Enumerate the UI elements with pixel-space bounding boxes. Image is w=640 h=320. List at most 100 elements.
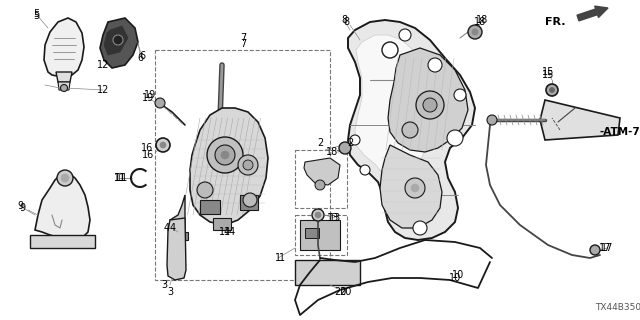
Text: FR.: FR. (545, 17, 565, 27)
Circle shape (399, 29, 411, 41)
Polygon shape (170, 195, 185, 250)
Circle shape (447, 130, 463, 146)
Circle shape (312, 209, 324, 221)
Polygon shape (380, 145, 442, 228)
Circle shape (423, 98, 437, 112)
Circle shape (155, 98, 165, 108)
Polygon shape (100, 18, 138, 68)
Text: 18: 18 (326, 147, 338, 157)
Polygon shape (56, 72, 72, 82)
Bar (200, 200, 220, 214)
Text: 12: 12 (97, 60, 109, 70)
Circle shape (160, 142, 166, 148)
Circle shape (215, 145, 235, 165)
FancyArrow shape (577, 6, 608, 21)
Text: -ATM-7: -ATM-7 (600, 127, 640, 137)
Text: 11: 11 (114, 173, 126, 183)
Circle shape (382, 42, 398, 58)
Circle shape (238, 155, 258, 175)
Circle shape (315, 212, 321, 218)
Circle shape (416, 91, 444, 119)
Text: 7: 7 (240, 33, 246, 43)
Text: 13: 13 (327, 213, 339, 223)
Text: 4: 4 (170, 223, 176, 233)
Text: 20: 20 (334, 287, 346, 297)
Polygon shape (35, 173, 90, 240)
Text: 16: 16 (141, 143, 153, 153)
Polygon shape (104, 26, 128, 55)
Circle shape (405, 178, 425, 198)
Circle shape (57, 170, 73, 186)
Bar (295, 150, 347, 208)
Circle shape (402, 122, 418, 138)
Text: 15: 15 (542, 70, 554, 80)
Text: 18: 18 (476, 15, 488, 25)
Circle shape (243, 193, 257, 207)
Text: 11: 11 (114, 173, 126, 183)
Circle shape (546, 84, 558, 96)
Text: 7: 7 (240, 39, 246, 49)
Text: 14: 14 (224, 227, 236, 237)
Text: 11: 11 (116, 173, 128, 183)
Text: 10: 10 (452, 270, 464, 280)
Text: 3: 3 (167, 287, 173, 297)
Polygon shape (190, 108, 268, 225)
Text: 9: 9 (17, 201, 23, 211)
Polygon shape (30, 235, 95, 248)
Circle shape (472, 29, 478, 35)
Circle shape (487, 115, 497, 125)
Text: 8: 8 (343, 17, 349, 27)
Circle shape (207, 137, 243, 173)
Circle shape (197, 182, 213, 198)
Polygon shape (300, 220, 340, 250)
Circle shape (61, 84, 67, 92)
Text: 2: 2 (317, 138, 323, 148)
Polygon shape (304, 158, 340, 185)
Circle shape (221, 151, 229, 159)
Bar (155, 50, 330, 280)
Polygon shape (388, 48, 468, 152)
Text: 8: 8 (341, 15, 347, 25)
Text: 17: 17 (599, 243, 611, 253)
Circle shape (61, 174, 69, 182)
Polygon shape (348, 20, 475, 240)
Circle shape (590, 245, 600, 255)
Text: 19: 19 (144, 90, 156, 100)
Polygon shape (44, 18, 84, 77)
Text: 17: 17 (601, 243, 613, 253)
Polygon shape (355, 35, 448, 230)
Bar (305, 228, 319, 238)
Circle shape (428, 58, 442, 72)
Circle shape (454, 89, 466, 101)
Circle shape (360, 165, 370, 175)
Bar (176, 232, 188, 240)
Text: 5: 5 (33, 11, 39, 21)
Circle shape (413, 221, 427, 235)
Text: 12: 12 (97, 85, 109, 95)
Text: TX44B3500A: TX44B3500A (595, 303, 640, 313)
Circle shape (468, 25, 482, 39)
Polygon shape (58, 82, 70, 90)
Text: 15: 15 (542, 67, 554, 77)
Text: 18: 18 (474, 17, 486, 27)
Polygon shape (167, 218, 186, 280)
Text: 3: 3 (161, 280, 167, 290)
Bar (295, 215, 347, 255)
Text: 6: 6 (137, 53, 143, 63)
Text: 9: 9 (19, 203, 25, 213)
Polygon shape (295, 260, 360, 285)
Circle shape (411, 184, 419, 192)
Text: 19: 19 (142, 93, 154, 103)
Text: 10: 10 (449, 273, 461, 283)
Text: 14: 14 (219, 227, 231, 237)
Text: 16: 16 (142, 150, 154, 160)
Polygon shape (540, 100, 620, 140)
Bar (213, 218, 231, 230)
Circle shape (113, 35, 123, 45)
Text: 1: 1 (275, 253, 281, 263)
Circle shape (350, 135, 360, 145)
Text: 2: 2 (347, 138, 353, 148)
Circle shape (243, 160, 253, 170)
Circle shape (315, 180, 325, 190)
Text: 4: 4 (164, 223, 170, 233)
